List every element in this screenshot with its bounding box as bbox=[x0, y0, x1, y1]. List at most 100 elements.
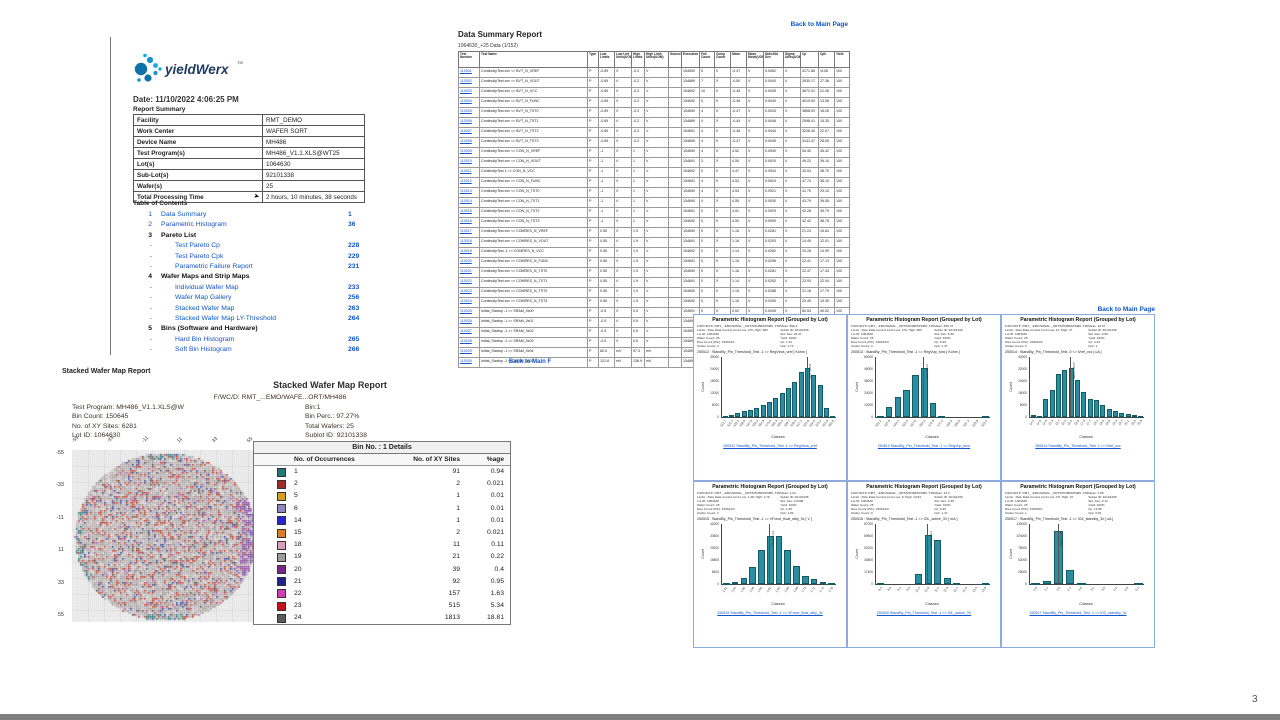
test-number-link[interactable]: 110018 bbox=[460, 238, 472, 243]
test-number-link[interactable]: 110023 bbox=[460, 288, 472, 293]
test-number-link[interactable]: 110013 bbox=[460, 188, 472, 193]
data-cell: 19.39 bbox=[818, 297, 835, 308]
back-to-main-page-link[interactable]: Back to Main Page bbox=[790, 21, 848, 28]
back-to-main-page-link[interactable]: Back to Main Page bbox=[1097, 306, 1155, 313]
test-number-cell: 110018 bbox=[458, 237, 480, 248]
test-number-link[interactable]: 110010 bbox=[460, 158, 472, 163]
data-cell: P bbox=[587, 167, 599, 178]
data-cell: 154690 bbox=[681, 197, 700, 208]
test-number-link[interactable]: 110027 bbox=[460, 328, 472, 333]
toc-item-label[interactable]: Parametric Histogram bbox=[161, 221, 227, 229]
test-number-cell: 110023 bbox=[458, 287, 480, 298]
test-number-link[interactable]: 110004 bbox=[460, 98, 472, 103]
x-tick-label: 590.6 bbox=[953, 418, 962, 427]
test-number-link[interactable]: 110014 bbox=[460, 198, 472, 203]
header-line: Yield: 100% bbox=[1088, 336, 1105, 341]
test-number-cell: 110028 bbox=[458, 337, 480, 348]
test-number-link[interactable]: 110011 bbox=[460, 168, 472, 173]
bin-color-swatch bbox=[277, 565, 286, 575]
histogram-link[interactable]: 250516 StandBy_Pin_Threshold_Test -1 <> … bbox=[876, 610, 972, 615]
back-to-main-link-truncated[interactable]: Back to Main F bbox=[508, 359, 552, 365]
test-number-link[interactable]: 110025 bbox=[460, 308, 472, 313]
data-summary-subtitle: 1064630_+25 Data (1/152) bbox=[458, 43, 518, 49]
test-number-link[interactable]: 110026 bbox=[460, 318, 472, 323]
test-number-link[interactable]: 110006 bbox=[460, 118, 472, 123]
wafer-info-line: Sublot ID: 92101338 bbox=[305, 432, 367, 440]
test-number-link[interactable]: 110003 bbox=[460, 88, 472, 93]
test-number-link[interactable]: 110009 bbox=[460, 148, 472, 153]
annotation-line bbox=[1070, 356, 1071, 417]
toc-item-page[interactable]: 256 bbox=[348, 294, 360, 302]
toc-item-label[interactable]: Test Pareto Cp bbox=[175, 242, 220, 250]
toc-item-page[interactable]: 228 bbox=[348, 242, 360, 250]
toc-item-page[interactable]: 36 bbox=[348, 221, 356, 229]
toc-item-page[interactable]: 1 bbox=[348, 211, 352, 218]
data-cell: V bbox=[783, 127, 801, 138]
toc-item-label[interactable]: Individual Wafer Map bbox=[175, 283, 239, 291]
toc-item-page[interactable]: 229 bbox=[348, 252, 360, 260]
data-cell: 100 bbox=[834, 297, 850, 308]
data-cell: 22.07 bbox=[818, 127, 835, 138]
test-number-link[interactable]: 110008 bbox=[460, 138, 472, 143]
histogram-chart: Count 0 8000 16000 24000 32000 40000 Mean: 18.6… bbox=[1005, 355, 1151, 453]
data-cell: 28.05 bbox=[818, 137, 835, 148]
histogram-bar bbox=[1031, 583, 1041, 586]
test-number-link[interactable]: 110007 bbox=[460, 128, 472, 133]
data-summary-col-header: Fail Count bbox=[699, 51, 715, 68]
test-number-link[interactable]: 110005 bbox=[460, 108, 472, 113]
test-number-link[interactable]: 110021 bbox=[460, 268, 472, 273]
histogram-link[interactable]: 250517 StandBy_Pin_Threshold_Test -1 <> … bbox=[1029, 610, 1127, 615]
test-number-link[interactable]: 110019 bbox=[460, 248, 472, 253]
toc-item-page[interactable]: 231 bbox=[348, 262, 360, 270]
annotation-line bbox=[1057, 523, 1058, 584]
toc-item-page[interactable]: 266 bbox=[348, 346, 360, 354]
data-cell: V bbox=[746, 167, 764, 178]
toc-item-label[interactable]: Hard Bin Histogram bbox=[175, 335, 235, 343]
bin-pct: 0.021 bbox=[486, 480, 504, 488]
data-cell: 0 bbox=[714, 127, 731, 138]
toc-item-label[interactable]: Test Pareto Cpk bbox=[175, 252, 224, 260]
x-axis-label: Classes bbox=[1079, 601, 1093, 606]
histogram-link[interactable]: 250515 StandBy_Pin_Threshold_Test -1 <> … bbox=[717, 610, 823, 615]
histogram-bar bbox=[903, 390, 911, 417]
toc-item-page[interactable]: 265 bbox=[348, 335, 360, 343]
histogram-footer-link: 250514 StandBy_Pin_Threshold_Test -1 <> … bbox=[1005, 444, 1151, 448]
toc-item-page[interactable]: 264 bbox=[348, 314, 360, 322]
toc-item-page[interactable]: 263 bbox=[348, 304, 360, 312]
test-number-link[interactable]: 110001 bbox=[460, 68, 472, 73]
test-number-link[interactable]: 110020 bbox=[460, 258, 472, 263]
test-number-link[interactable]: 110012 bbox=[460, 178, 472, 183]
toc-item-label[interactable]: Soft Bin Histogram bbox=[175, 346, 232, 354]
test-number-link[interactable]: 110028 bbox=[460, 338, 472, 343]
toc-item-page[interactable]: 233 bbox=[348, 283, 360, 291]
toc-item-label[interactable]: Data Summary bbox=[161, 211, 207, 218]
test-number-link[interactable]: 110024 bbox=[460, 298, 472, 303]
data-cell: 4 bbox=[699, 187, 715, 198]
test-number-link[interactable]: 110017 bbox=[460, 228, 472, 233]
header-line: Cpk: 1.47 bbox=[934, 511, 948, 516]
histogram-link[interactable]: 250512 StandBy_Pin_Threshold_Test -1 <> … bbox=[723, 443, 817, 448]
histogram-link[interactable]: 250513 StandBy_Pin_Threshold_Test -1 <> … bbox=[877, 443, 971, 448]
test-number-link[interactable]: 110015 bbox=[460, 208, 472, 213]
annotation-label: Mean: 12.2 bbox=[928, 530, 933, 546]
summary-value: MH486 bbox=[262, 136, 365, 148]
test-number-link[interactable]: 110029 bbox=[460, 348, 472, 353]
toc-item-label[interactable]: Wafer Map Gallery bbox=[175, 294, 232, 302]
data-cell: 0.0282 bbox=[763, 247, 784, 258]
test-number-link[interactable]: 110030 bbox=[460, 358, 472, 363]
test-number-link[interactable]: 110022 bbox=[460, 278, 472, 283]
data-cell: 0 bbox=[714, 247, 731, 258]
stacked-wafer-map[interactable] bbox=[72, 450, 258, 622]
histogram-link[interactable]: 250514 StandBy_Pin_Threshold_Test -1 <> … bbox=[1035, 443, 1121, 448]
test-number-link[interactable]: 110016 bbox=[460, 218, 472, 223]
test-number-link[interactable]: 110002 bbox=[460, 78, 472, 83]
toc-item-label[interactable]: Parametric Failure Report bbox=[175, 262, 253, 270]
list-item: 20 39 0.4 bbox=[254, 564, 510, 576]
toc-item-label[interactable]: Stacked Wafer Map LY-Threshold bbox=[175, 314, 276, 322]
x-tick-label: 20.9 bbox=[1136, 418, 1143, 426]
data-cell: P bbox=[587, 247, 599, 258]
data-cell: mV bbox=[644, 357, 669, 368]
toc-item-label[interactable]: Stacked Wafer Map bbox=[175, 304, 235, 312]
data-cell: V bbox=[614, 297, 632, 308]
data-cell: V bbox=[644, 147, 669, 158]
